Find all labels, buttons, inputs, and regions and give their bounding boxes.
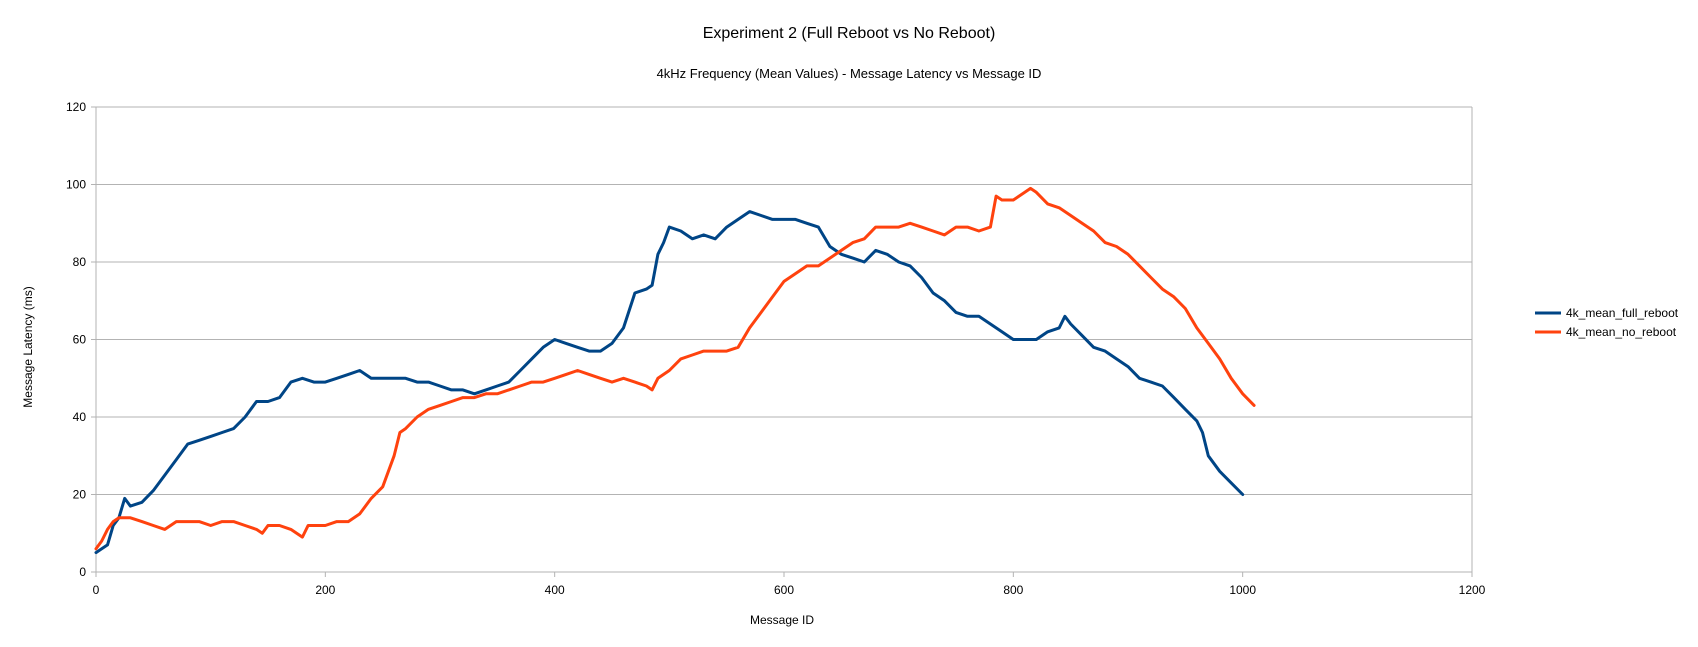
legend-label: 4k_mean_full_reboot (1566, 306, 1679, 320)
x-tick-label: 400 (545, 583, 565, 597)
chart-title: Experiment 2 (Full Reboot vs No Reboot) (703, 25, 996, 42)
x-tick-label: 800 (1003, 583, 1023, 597)
x-tick-label: 200 (315, 583, 335, 597)
series-line-4k_mean_full_reboot (94, 210, 1245, 555)
axes (91, 106, 1473, 577)
y-tick-label: 60 (73, 333, 87, 347)
x-tick-label: 1000 (1229, 583, 1256, 597)
y-tick-label: 40 (73, 410, 87, 424)
x-tick-label: 600 (774, 583, 794, 597)
gridlines (96, 106, 1472, 495)
series-lines (94, 186, 1256, 555)
y-tick-label: 0 (79, 565, 86, 579)
y-tick-label: 100 (66, 178, 86, 192)
chart-subtitle: 4kHz Frequency (Mean Values) - Message L… (657, 66, 1042, 81)
y-tick-label: 80 (73, 255, 87, 269)
legend-label: 4k_mean_no_reboot (1566, 325, 1677, 339)
y-tick-labels: 0 20 40 60 80 100 120 (66, 100, 86, 579)
series-line-4k_mean_no_reboot (94, 186, 1256, 551)
y-axis-label: Message Latency (ms) (21, 286, 35, 407)
y-tick-label: 120 (66, 100, 86, 114)
x-tick-label: 1200 (1459, 583, 1486, 597)
legend: 4k_mean_full_reboot 4k_mean_no_reboot (1535, 306, 1679, 339)
x-tick-label: 0 (93, 583, 100, 597)
x-axis-label: Message ID (750, 613, 814, 627)
y-tick-label: 20 (73, 488, 87, 502)
x-tick-labels: 0 200 400 600 800 1000 1200 (93, 583, 1486, 597)
